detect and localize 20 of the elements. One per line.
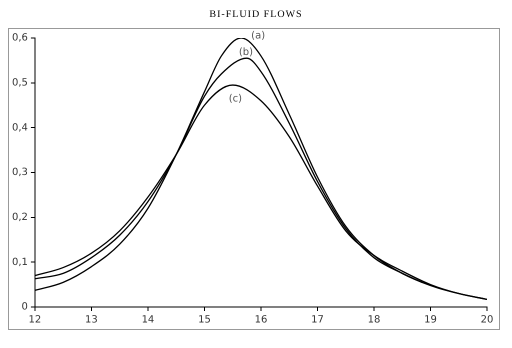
x-tick-label: 18: [368, 314, 380, 326]
y-tick-label: 0,3: [12, 167, 28, 178]
series-label: (b): [238, 46, 254, 58]
x-tick-label: 16: [254, 314, 268, 326]
y-tick-label: 0: [22, 302, 28, 313]
chart-title: BI-FLUID FLOWS: [208, 8, 304, 22]
series-label: (a): [251, 30, 266, 42]
x-tick-label: 17: [311, 314, 324, 326]
x-tick-label: 13: [85, 314, 98, 326]
series-label: (c): [228, 94, 242, 105]
x-tick-label: 20: [480, 314, 494, 326]
y-tick-label: 0,6: [12, 32, 28, 44]
y-tick-label: 0,5: [12, 77, 28, 88]
x-tick-label: 12: [28, 314, 42, 326]
x-tick-label: 14: [142, 314, 154, 326]
x-tick-label: 15: [198, 314, 211, 326]
x-tick-label: 19: [424, 314, 437, 326]
y-tick-label: 0,1: [12, 256, 28, 268]
y-tick-label: 0,2: [12, 212, 28, 223]
y-tick-label: 0,4: [12, 122, 28, 134]
